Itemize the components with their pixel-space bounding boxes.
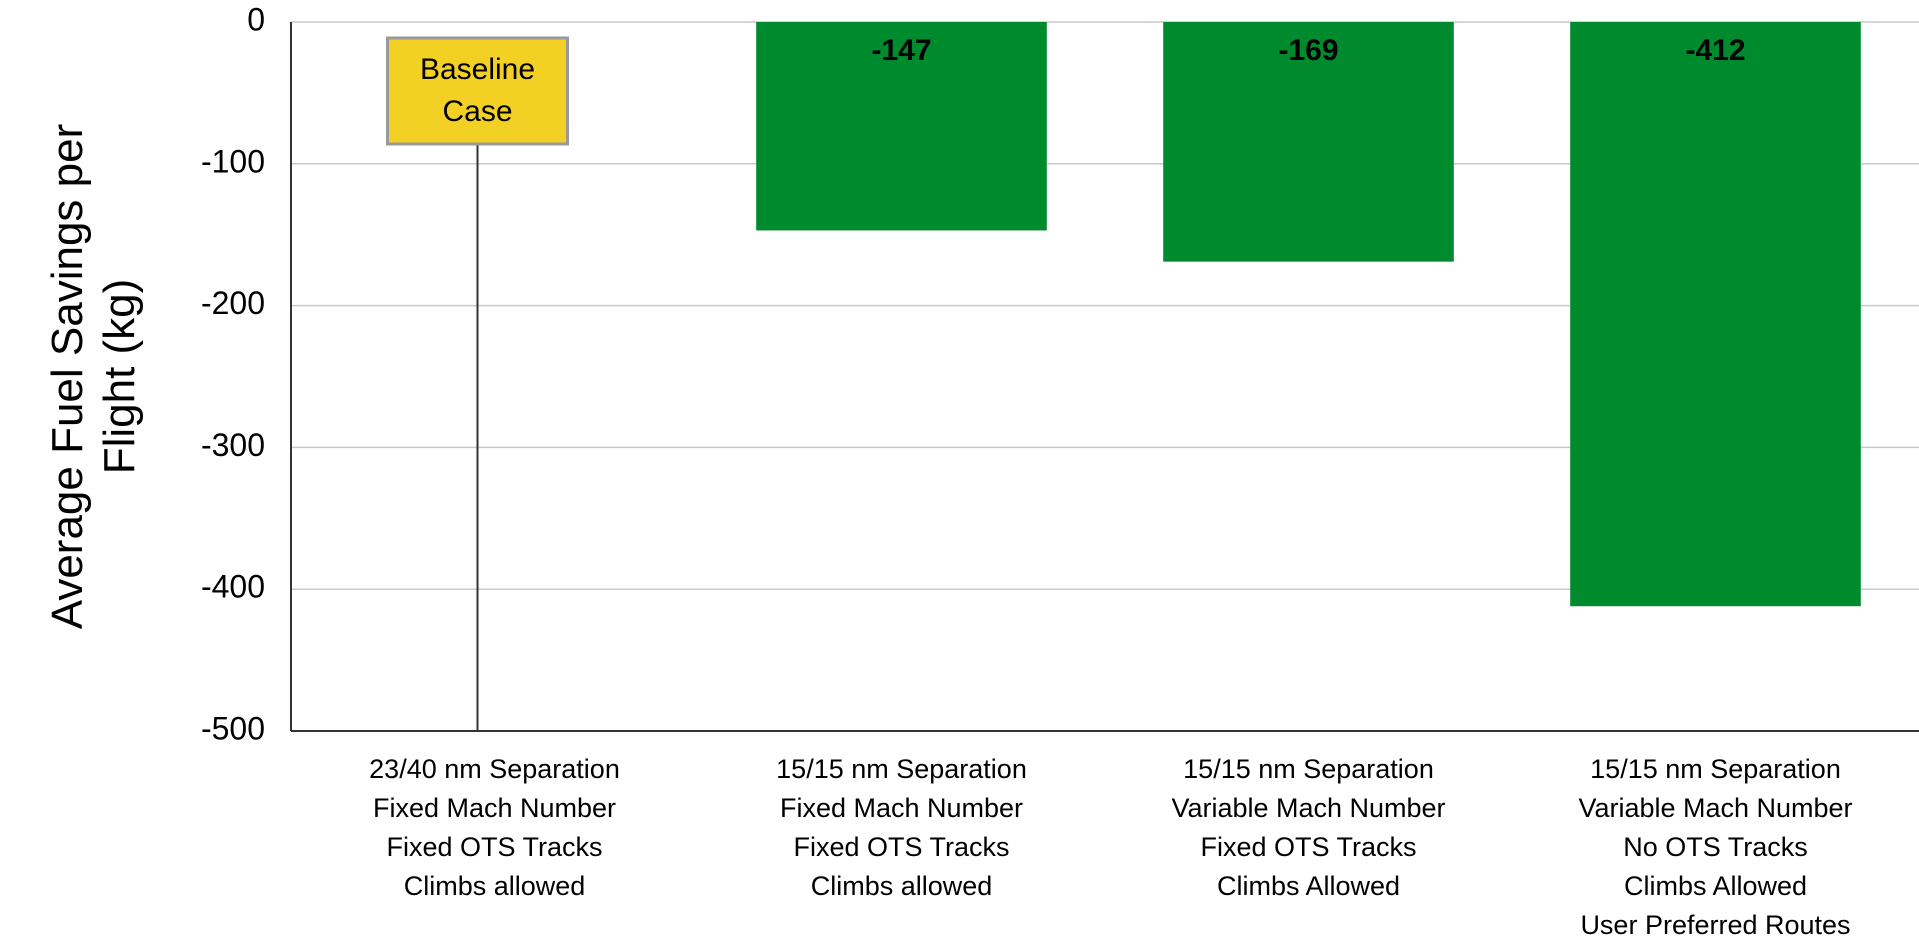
x-tick-label-line: Fixed OTS Tracks bbox=[793, 832, 1009, 862]
bar bbox=[1570, 22, 1861, 607]
x-tick-label-line: Climbs Allowed bbox=[1217, 871, 1400, 901]
y-tick-label: -100 bbox=[201, 143, 265, 179]
annotation-text-line: Baseline bbox=[420, 53, 535, 86]
y-tick-label: -300 bbox=[201, 427, 265, 463]
y-axis-label-line: Flight (kg) bbox=[95, 279, 144, 475]
x-tick-label-line: 15/15 nm Separation bbox=[1590, 754, 1841, 784]
y-tick-label: -200 bbox=[201, 285, 265, 321]
x-tick-label-line: Fixed Mach Number bbox=[373, 793, 616, 823]
x-tick-label-line: Fixed OTS Tracks bbox=[386, 832, 602, 862]
data-label: -147 bbox=[871, 34, 931, 67]
x-tick-label-line: User Preferred Routes bbox=[1580, 910, 1850, 937]
x-tick-label-line: No OTS Tracks bbox=[1623, 832, 1808, 862]
x-tick-label: 15/15 nm Separation Variable Mach Number N… bbox=[1578, 754, 1852, 937]
annotation-text-line: Case bbox=[442, 95, 512, 128]
x-tick-label: 15/15 nm Separation Variable Mach Number F… bbox=[1171, 754, 1445, 901]
x-tick-label: 23/40 nm Separation Fixed Mach Number Fixe… bbox=[369, 754, 620, 901]
x-tick-label-line: Climbs Allowed bbox=[1624, 871, 1807, 901]
y-axis-label-line: Average Fuel Savings per bbox=[43, 124, 92, 629]
x-tick-label-line: Fixed OTS Tracks bbox=[1200, 832, 1416, 862]
x-tick-label-line: Variable Mach Number bbox=[1171, 793, 1445, 823]
x-tick-label-line: 15/15 nm Separation bbox=[1183, 754, 1434, 784]
y-axis-label: Average Fuel Savings perFlight (kg) bbox=[43, 124, 144, 629]
x-tick-label-line: Climbs allowed bbox=[404, 871, 586, 901]
x-tick-label-line: Variable Mach Number bbox=[1578, 793, 1852, 823]
data-label: -412 bbox=[1685, 34, 1745, 67]
annotation-box bbox=[386, 36, 569, 146]
y-tick-label: -400 bbox=[201, 569, 265, 605]
x-tick-label-line: 15/15 nm Separation bbox=[776, 754, 1027, 784]
x-tick-label-line: Climbs allowed bbox=[811, 871, 993, 901]
data-label: -169 bbox=[1278, 34, 1338, 67]
annotation-text: Baseline Case bbox=[420, 53, 535, 128]
bar bbox=[1163, 22, 1454, 262]
x-tick-label-line: Fixed Mach Number bbox=[780, 793, 1023, 823]
y-tick-label: -500 bbox=[201, 710, 265, 746]
bar bbox=[756, 22, 1047, 231]
x-tick-label-line: 23/40 nm Separation bbox=[369, 754, 620, 784]
x-tick-label: 15/15 nm Separation Fixed Mach Number Fixe… bbox=[776, 754, 1027, 901]
y-tick-label: 0 bbox=[247, 1, 265, 37]
